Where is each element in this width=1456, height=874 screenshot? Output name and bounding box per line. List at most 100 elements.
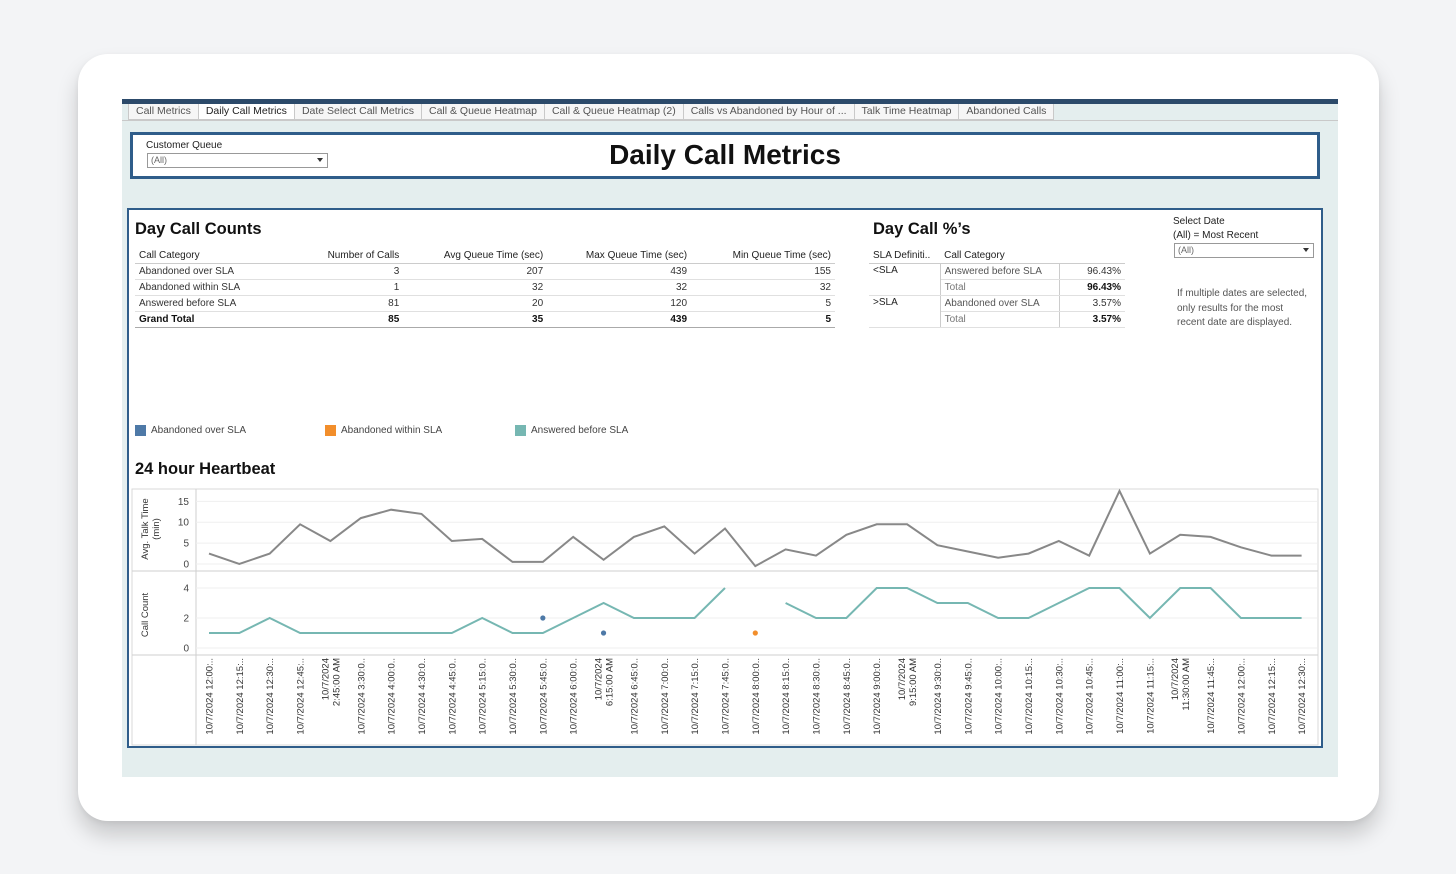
tab-talk-time-heatmap[interactable]: Talk Time Heatmap <box>854 104 960 120</box>
dashboard: Call Metrics Daily Call Metrics Date Selec… <box>122 99 1338 777</box>
y-tick-label: 15 <box>178 497 190 508</box>
x-tick-label-line: 11:30:00 AM <box>1181 658 1192 711</box>
legend-swatch <box>515 425 526 436</box>
talk-time-axis-label: Avg. Talk Time(min) <box>140 498 162 559</box>
x-tick-label: 10/7/2024 12:15:.. <box>1267 658 1278 735</box>
chart-legend: Abandoned over SLA Abandoned within SLA An… <box>135 425 665 436</box>
pct-column-header <box>1059 248 1125 264</box>
customer-queue-label: Customer Queue <box>146 140 223 151</box>
chevron-down-icon <box>317 158 323 162</box>
table-cell: 5 <box>691 311 835 328</box>
table-cell: 207 <box>403 263 548 280</box>
x-tick-label: 10/7/2024 6:45:0.. <box>629 658 640 735</box>
x-tick-label: 10/7/2024 11:15:.. <box>1145 658 1156 734</box>
customer-queue-dropdown[interactable]: (All) <box>147 153 328 168</box>
select-date-dropdown[interactable]: (All) <box>1174 243 1314 258</box>
table-cell: 96.43% <box>1059 263 1125 280</box>
x-tick-label: 10/7/2024 12:15:.. <box>235 658 246 735</box>
x-tick-label: 10/7/2024 10:30:.. <box>1054 658 1065 735</box>
select-date-value: (All) <box>1178 245 1194 255</box>
call-count-axis-label: Call Count <box>140 592 151 637</box>
content-panel: Day Call Counts Call Category Number of C… <box>127 208 1323 748</box>
x-tick-label: 10/7/2024 10:00:.. <box>994 658 1005 735</box>
x-tick-label: 10/7/2024 10:15:.. <box>1024 658 1035 735</box>
legend-item[interactable]: Abandoned within SLA <box>325 425 515 436</box>
x-tick-label: 10/7/2024 12:00:.. <box>205 658 216 735</box>
tab-calls-vs-abandoned-by-hour-of[interactable]: Calls vs Abandoned by Hour of ... <box>683 104 855 120</box>
counts-column-header: Number of Calls <box>308 248 404 264</box>
dashboard-top-bar <box>122 99 1338 104</box>
table-cell: 5 <box>691 295 835 312</box>
tab-daily-call-metrics[interactable]: Daily Call Metrics <box>198 104 295 120</box>
select-date-label-line2: (All) = Most Recent <box>1173 230 1259 241</box>
tab-call-queue-heatmap-2[interactable]: Call & Queue Heatmap (2) <box>544 104 684 120</box>
table-cell: 81 <box>308 295 404 312</box>
data-point-abandoned-over-sla <box>600 630 607 636</box>
x-tick-label: 10/7/2024 4:00:0.. <box>387 658 398 735</box>
table-row: Abandoned over SLA 3 207 439 155 <box>135 263 835 280</box>
x-tick-label-line: 2:45:00 AM <box>331 658 342 706</box>
x-tick-label: 10/7/2024 7:00:0.. <box>660 658 671 735</box>
legend-item[interactable]: Abandoned over SLA <box>135 425 325 436</box>
select-date-note: If multiple dates are selected, only res… <box>1177 288 1308 328</box>
x-tick-label: 10/7/2024 9:30:0.. <box>933 658 944 735</box>
table-cell: Answered before SLA <box>135 295 309 312</box>
x-tick-label: 10/7/2024 7:45:0.. <box>721 658 732 735</box>
chevron-down-icon <box>1303 248 1309 252</box>
legend-label: Abandoned within SLA <box>341 425 443 436</box>
table-cell: Total <box>940 279 1060 296</box>
table-cell: Total <box>940 311 1060 328</box>
select-date-label-line1: Select Date <box>1173 216 1225 227</box>
y-tick-label: 10 <box>178 518 190 529</box>
table-cell: 439 <box>547 263 692 280</box>
day-call-counts-title: Day Call Counts <box>135 220 262 238</box>
day-call-counts-table: Call Category Number of Calls Avg Queue Ti… <box>135 248 835 328</box>
sla-definition-cell: <SLA <box>869 263 941 296</box>
x-tick-label: 10/7/2024 8:45:0.. <box>842 658 853 735</box>
table-cell: Abandoned over SLA <box>940 295 1060 312</box>
table-cell: 120 <box>547 295 692 312</box>
customer-queue-value: (All) <box>151 155 167 165</box>
table-cell: 96.43% <box>1059 279 1125 296</box>
table-cell: 155 <box>691 263 835 280</box>
y-tick-label: 4 <box>183 584 189 595</box>
table-cell: 20 <box>403 295 548 312</box>
table-cell: 32 <box>691 279 835 296</box>
tab-call-metrics[interactable]: Call Metrics <box>128 104 199 120</box>
table-cell: 3.57% <box>1059 295 1125 312</box>
day-call-pct-table: SLA Definiti.. Call Category <SLA Answered… <box>869 248 1125 328</box>
table-cell: 32 <box>403 279 548 296</box>
x-tick-label: 10/7/2024 5:45:0.. <box>538 658 549 735</box>
table-cell: 1 <box>308 279 404 296</box>
table-cell: Answered before SLA <box>940 263 1060 280</box>
counts-column-header: Min Queue Time (sec) <box>691 248 835 264</box>
x-tick-label: 10/7/2024 12:30:.. <box>265 658 276 735</box>
x-tick-label: 10/7/2024 8:30:0.. <box>812 658 823 735</box>
tab-bar: Call Metrics Daily Call Metrics Date Selec… <box>128 104 1055 120</box>
tab-call-queue-heatmap[interactable]: Call & Queue Heatmap <box>421 104 545 120</box>
legend-label: Abandoned over SLA <box>151 425 247 436</box>
axis-label-line: (min) <box>151 518 162 540</box>
heartbeat-title: 24 hour Heartbeat <box>135 460 276 478</box>
x-tick-label-line: 9:15:00 AM <box>908 658 919 706</box>
axis-label-line: Avg. Talk Time <box>140 498 151 559</box>
y-tick-label: 0 <box>183 560 189 571</box>
legend-item[interactable]: Answered before SLA <box>515 425 665 436</box>
x-tick-label-line: 10/7/2024 <box>594 658 605 700</box>
x-tick-label: 10/7/2024 7:15:0.. <box>690 658 701 735</box>
day-call-pct-title: Day Call %’s <box>873 220 971 238</box>
table-row: <SLA Answered before SLA 96.43% <box>869 263 1125 296</box>
x-tick-label-line: 6:15:00 AM <box>605 658 616 706</box>
table-cell: 3 <box>308 263 404 280</box>
x-tick-label: 10/7/2024 4:30:0.. <box>417 658 428 735</box>
pct-column-header: Call Category <box>940 248 1060 264</box>
y-tick-label: 0 <box>183 644 189 655</box>
tab-date-select-call-metrics[interactable]: Date Select Call Metrics <box>294 104 422 120</box>
x-tick-label: 10/7/2024 12:00:.. <box>1236 658 1247 735</box>
x-tick-label-line: 10/7/2024 <box>897 658 908 700</box>
x-tick-label: 10/7/2024 12:30:.. <box>1297 658 1308 735</box>
tab-bar-divider <box>122 120 1338 121</box>
x-tick-label: 10/7/2024 11:45:.. <box>1206 658 1217 734</box>
table-cell: Abandoned within SLA <box>135 279 309 296</box>
tab-abandoned-calls[interactable]: Abandoned Calls <box>959 104 1055 120</box>
